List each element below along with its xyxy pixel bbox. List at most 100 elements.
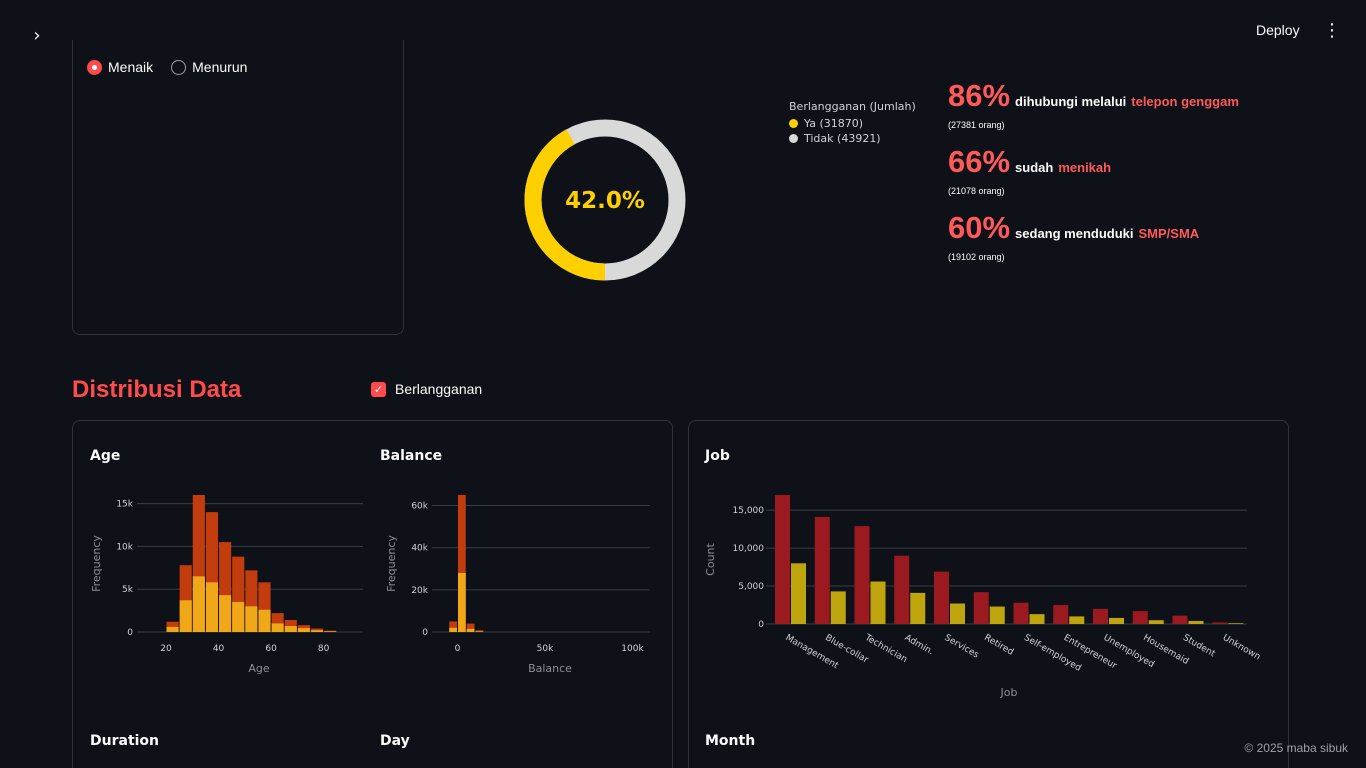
job-bar — [1093, 608, 1108, 624]
y-axis-label: Frequency — [385, 535, 398, 592]
legend-title: Berlangganan (Jumlah) — [789, 100, 916, 113]
legend-label-ya: Ya (31870) — [804, 117, 864, 130]
job-bar — [950, 603, 965, 624]
balance-hist-bar — [466, 628, 475, 632]
balance-hist-bar — [475, 631, 484, 632]
deploy-button[interactable]: Deploy — [1256, 22, 1300, 38]
balance-hist-bar — [458, 495, 466, 632]
legend-item-tidak[interactable]: Tidak (43921) — [789, 132, 916, 145]
donut-slice-ya — [524, 119, 686, 281]
footer-credit: © 2025 maba sibuk — [1244, 741, 1348, 755]
age-hist-bar — [166, 626, 179, 632]
x-tick-label: Technician — [862, 632, 909, 665]
x-tick-label: 60 — [265, 644, 277, 654]
x-tick-label: 100k — [621, 644, 644, 654]
checkbox-label: Berlangganan — [395, 381, 483, 397]
stat-highlight: menikah — [1058, 160, 1112, 175]
y-tick-label: 10k — [116, 542, 133, 552]
stat-percent: 86% — [948, 78, 1011, 113]
y-tick-label: 15k — [116, 500, 133, 510]
stat-text: sudah — [1015, 160, 1054, 175]
age-hist-bar — [284, 626, 297, 632]
radio-selected-icon[interactable] — [87, 59, 102, 75]
donut-center-label: 42.0% — [565, 188, 645, 214]
age-hist-bar — [258, 609, 271, 632]
job-bar — [1212, 622, 1228, 624]
x-tick-label: 0 — [455, 644, 461, 654]
y-tick-label: 0 — [127, 628, 133, 638]
x-axis-label: Age — [248, 662, 270, 675]
job-bar — [1069, 616, 1085, 624]
balance-hist-bar — [466, 623, 475, 632]
y-axis-label: Frequency — [90, 535, 103, 592]
balance-hist-bar — [458, 572, 466, 632]
job-bar — [989, 606, 1005, 624]
distribution-card-right — [688, 420, 1289, 768]
job-bar — [1013, 602, 1029, 624]
stat-highlight: telepon genggam — [1131, 94, 1239, 109]
legend-label-tidak: Tidak (43921) — [804, 132, 881, 145]
radio-label-menurun: Menurun — [192, 59, 248, 75]
x-axis-label: Balance — [528, 662, 572, 675]
expand-sidebar-icon[interactable]: › — [33, 25, 41, 46]
job-bar — [854, 526, 870, 624]
chart-title-age: Age — [90, 448, 121, 464]
y-tick-label: 0 — [758, 620, 764, 630]
x-tick-label: 50k — [537, 644, 554, 654]
job-bar — [1188, 620, 1204, 624]
age-hist-bar — [245, 606, 258, 632]
x-tick-label: 40 — [213, 644, 225, 654]
balance-hist-bar — [449, 621, 457, 632]
section-title: Distribusi Data — [72, 376, 242, 403]
chart-title-balance: Balance — [380, 448, 443, 464]
chart-title-job: Job — [705, 448, 730, 464]
age-hist-bar — [179, 600, 192, 632]
job-bar-chart: 05,00010,00015,000ManagementBlue-collarT… — [704, 495, 1262, 699]
age-histogram: 0 5k 10k 15k 20 40 60 80 Age Frequency — [90, 495, 363, 675]
age-hist-bar — [310, 630, 324, 632]
radio-option-menaik[interactable]: Menaik — [87, 59, 153, 75]
legend-swatch-ya — [789, 119, 798, 128]
radio-option-menurun[interactable]: Menurun — [171, 59, 247, 75]
main-menu-icon[interactable]: ⋮ — [1323, 20, 1341, 41]
legend-item-ya[interactable]: Ya (31870) — [789, 117, 916, 130]
stat-percent: 60% — [948, 210, 1011, 245]
job-bar — [1029, 614, 1045, 624]
legend-swatch-tidak — [789, 134, 798, 143]
x-tick-label: Retired — [982, 633, 1015, 658]
subscription-donut-chart: 42.0% — [524, 119, 686, 281]
stat-block-education: 60% sedang menduduki SMP/SMA (19102 oran… — [948, 210, 1199, 262]
donut-legend: Berlangganan (Jumlah) Ya (31870) Tidak (… — [789, 100, 916, 145]
y-tick-label: 0 — [422, 628, 428, 638]
stat-highlight: SMP/SMA — [1138, 226, 1200, 241]
balance-hist-bar — [449, 627, 457, 632]
distribution-card-left — [72, 420, 673, 768]
stat-block-married: 66% sudah menikah (21078 orang) — [948, 144, 1111, 196]
job-bar — [1172, 615, 1188, 624]
heading-cut-left — [470, 28, 500, 56]
age-hist-bar — [219, 595, 232, 632]
y-axis-label: Count — [704, 542, 717, 575]
y-tick-label: 5k — [122, 585, 134, 595]
job-bar — [870, 581, 886, 624]
x-tick-label: Admin. — [903, 633, 935, 657]
berlangganan-checkbox[interactable]: ✓ Berlangganan — [371, 381, 482, 397]
stat-subtext: (21078 orang) — [948, 186, 1005, 196]
job-bar — [1132, 611, 1148, 624]
y-tick-label: 60k — [411, 502, 428, 512]
job-bar — [1053, 605, 1069, 624]
chart-title-month: Month — [705, 733, 756, 749]
age-hist-bar — [271, 623, 284, 632]
radio-unselected-icon[interactable] — [171, 59, 187, 75]
job-bar — [1109, 617, 1124, 624]
y-tick-label: 5,000 — [738, 582, 764, 592]
x-tick-label: Unknown — [1221, 633, 1262, 663]
job-bar — [934, 571, 949, 624]
balance-histogram: 0 20k 40k 60k 0 50k 100k Balance Frequency — [385, 495, 650, 675]
job-bar — [791, 563, 806, 624]
checkbox-checked-icon[interactable]: ✓ — [371, 381, 386, 397]
job-bar — [973, 592, 989, 624]
age-hist-bar — [310, 628, 324, 632]
y-tick-label: 20k — [411, 586, 428, 596]
age-hist-bar — [297, 628, 310, 632]
